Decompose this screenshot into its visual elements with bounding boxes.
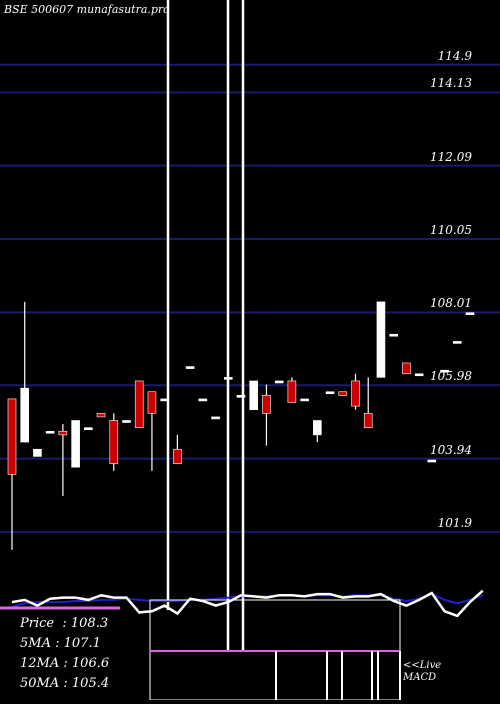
stat-price-label: Price bbox=[20, 616, 55, 631]
stat-5ma-value: 107.1 bbox=[63, 636, 101, 651]
y-tick-label: 108.01 bbox=[430, 296, 472, 311]
stat-price-value: 108.3 bbox=[70, 616, 109, 631]
stat-50ma-value: 105.4 bbox=[71, 676, 110, 691]
y-tick-label: 114.9 bbox=[437, 48, 472, 63]
stats-panel: Price : 108.3 5MA : 107.1 12MA : 106.6 5… bbox=[20, 614, 109, 694]
candle-up bbox=[249, 380, 259, 411]
candle-down bbox=[173, 448, 182, 464]
y-tick-label: 103.94 bbox=[430, 442, 472, 457]
stat-price: Price : 108.3 bbox=[20, 616, 109, 631]
candle-up bbox=[20, 387, 30, 443]
macd-line bbox=[11, 589, 484, 618]
candle-up bbox=[300, 398, 309, 402]
candle-down bbox=[96, 413, 106, 418]
live-macd-note: <<Live MACD bbox=[403, 660, 441, 684]
candle-down bbox=[402, 362, 411, 375]
y-tick-label: 112.09 bbox=[430, 149, 472, 164]
candle-down bbox=[147, 391, 157, 414]
candle-up bbox=[84, 427, 93, 430]
stat-50ma: 50MA : 105.4 bbox=[20, 676, 110, 691]
y-tick-label: 105.98 bbox=[430, 369, 472, 384]
y-tick-label: 114.13 bbox=[430, 76, 472, 91]
y-tick-label: 101.9 bbox=[437, 515, 472, 530]
macd-label: MACD bbox=[403, 672, 437, 683]
stat-12ma: 12MA : 106.6 bbox=[20, 656, 110, 671]
candle-up bbox=[313, 420, 322, 436]
candle-up bbox=[236, 395, 246, 398]
candle-up bbox=[211, 416, 220, 420]
stat-12ma-label: 12MA bbox=[20, 656, 60, 671]
candle-up bbox=[389, 333, 398, 337]
candle-up bbox=[45, 430, 55, 434]
candle-up bbox=[465, 312, 475, 315]
candle-up bbox=[71, 420, 80, 468]
chart-title: BSE 500607 munafasutra.pro bbox=[4, 3, 170, 16]
stat-5ma-label: 5MA bbox=[20, 636, 51, 651]
candle-down bbox=[287, 380, 297, 403]
stat-5ma: 5MA : 107.1 bbox=[20, 636, 101, 651]
candle-down bbox=[363, 413, 373, 428]
candle-down bbox=[134, 380, 144, 428]
candle-down bbox=[7, 398, 17, 475]
candle-up bbox=[452, 341, 462, 344]
stat-12ma-value: 106.6 bbox=[71, 656, 110, 671]
candle-down bbox=[109, 420, 119, 464]
candle-down bbox=[338, 391, 348, 396]
stat-50ma-label: 50MA bbox=[20, 676, 60, 691]
candle-up bbox=[122, 420, 131, 423]
y-tick-label: 110.05 bbox=[430, 222, 472, 237]
candle-up bbox=[440, 369, 449, 373]
candle-up bbox=[33, 448, 42, 457]
candle-up bbox=[414, 373, 424, 377]
candle-down bbox=[351, 380, 360, 407]
candle-down bbox=[58, 430, 68, 436]
candle-up bbox=[325, 391, 335, 395]
candle-up bbox=[274, 380, 284, 384]
candle-down bbox=[262, 395, 271, 414]
candle-up bbox=[376, 301, 386, 378]
candle-up bbox=[198, 398, 208, 402]
candle-up bbox=[427, 459, 437, 463]
live-label: <<Live bbox=[403, 660, 442, 671]
candle-up bbox=[185, 366, 195, 369]
